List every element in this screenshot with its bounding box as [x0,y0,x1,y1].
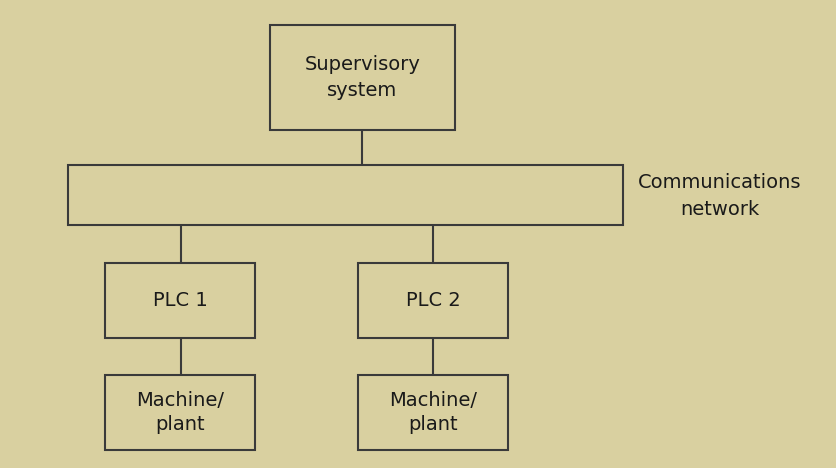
Bar [270,25,455,130]
Text: Machine/
plant: Machine/ plant [389,390,477,434]
Text: Machine/
plant: Machine/ plant [136,390,224,434]
Text: PLC 2: PLC 2 [405,291,461,310]
Bar [105,263,255,338]
Text: Supervisory
system: Supervisory system [304,56,421,100]
Text: PLC 1: PLC 1 [153,291,207,310]
Bar [68,165,623,225]
Bar [105,375,255,450]
Bar [358,263,508,338]
Bar [358,375,508,450]
Text: Communications
network: Communications network [638,173,802,219]
